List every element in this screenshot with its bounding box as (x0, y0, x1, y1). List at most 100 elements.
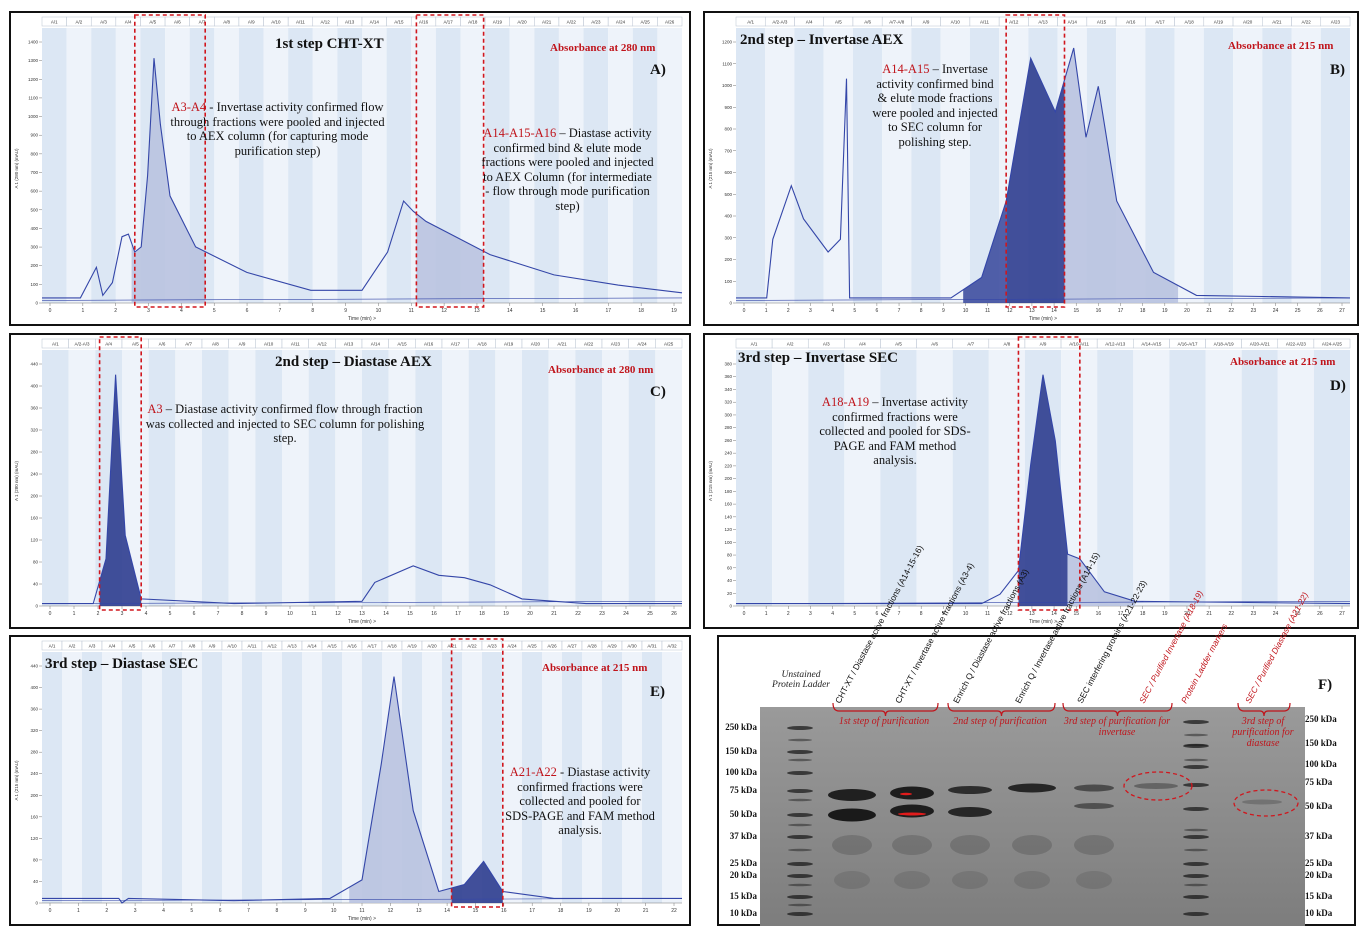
fraction-label: A/13 (344, 342, 354, 347)
fraction-label: A/1 (52, 342, 59, 347)
x-tick-label: 12 (441, 308, 447, 314)
fraction-label: A/8 (1003, 342, 1010, 347)
y-tick-label: 700 (724, 148, 732, 153)
gel-band (834, 871, 870, 889)
fraction-stripe (142, 652, 162, 903)
x-tick-label: 19 (586, 908, 592, 914)
fraction-label: A/20 (531, 342, 541, 347)
fraction-stripe (282, 350, 309, 606)
gel-band (787, 912, 813, 916)
fraction-stripe (462, 652, 482, 903)
x-tick-label: 19 (503, 611, 509, 617)
y-tick-label: 400 (30, 685, 38, 690)
fraction-label: A/27 (567, 644, 577, 649)
fraction-stripe (794, 28, 823, 303)
fraction-label: A/2-A/3 (74, 342, 90, 347)
gel-band (1183, 765, 1209, 769)
x-tick-label: 4 (162, 908, 165, 914)
fraction-stripe (42, 350, 69, 606)
y-tick-label: 300 (30, 245, 38, 250)
x-tick-label: 5 (853, 308, 856, 314)
fraction-stripe (442, 350, 469, 606)
x-tick-label: 8 (276, 908, 279, 914)
fraction-stripe (149, 350, 176, 606)
y-tick-label: 1100 (28, 95, 38, 100)
x-tick-label: 5 (190, 908, 193, 914)
x-tick-label: 23 (599, 611, 605, 617)
x-tick-label: 2 (114, 308, 117, 314)
x-tick-label: 4 (145, 611, 148, 617)
fraction-label: A/3 (100, 20, 107, 25)
x-tick-label: 9 (304, 908, 307, 914)
y-tick-label: 80 (727, 553, 733, 558)
y-tick-label: 320 (30, 728, 38, 733)
x-tick-label: 1 (765, 308, 768, 314)
fraction-label: A/25 (640, 20, 650, 25)
fraction-label: A/4 (125, 20, 132, 25)
fraction-label: A/10 (264, 342, 274, 347)
gel-band (787, 726, 813, 730)
fraction-label: A/14-A/15 (1141, 342, 1162, 347)
x-tick-label: 0 (49, 908, 52, 914)
x-tick-label: 11 (985, 611, 990, 617)
x-tick-label: 24 (1273, 611, 1279, 617)
y-tick-label: 360 (724, 374, 732, 379)
fraction-label: A/8 (223, 20, 230, 25)
x-tick-label: 20 (1184, 308, 1190, 314)
x-tick-label: 15 (407, 611, 413, 617)
x-tick-label: 26 (1317, 308, 1323, 314)
x-tick-label: 21 (643, 908, 649, 914)
panel-letter: C) (650, 384, 666, 401)
fraction-stripe (42, 652, 62, 903)
x-tick-label: 0 (743, 611, 746, 617)
fraction-stripe (1278, 350, 1314, 606)
fraction-label: A/18 (1185, 20, 1195, 25)
marker-right: 150 kDa (1305, 738, 1337, 748)
y-tick-label: 240 (30, 771, 38, 776)
y-tick-label: 400 (30, 384, 38, 389)
x-axis-label: Time (min) > (348, 619, 376, 625)
fraction-label: A/23 (591, 20, 601, 25)
group-label: 2nd step of purification (944, 716, 1056, 727)
fraction-label: A/17 (444, 20, 454, 25)
gel-band (787, 813, 813, 817)
gel-band (788, 849, 812, 852)
y-tick-label: 400 (30, 226, 38, 231)
fraction-label: A/12 (317, 342, 327, 347)
y-tick-label: 500 (724, 192, 732, 197)
y-tick-label: 200 (30, 263, 38, 268)
y-tick-label: 1400 (28, 40, 39, 45)
fraction-label: A/24 (616, 20, 626, 25)
x-tick-label: 3 (147, 308, 150, 314)
x-tick-label: 24 (1273, 308, 1279, 314)
y-tick-label: 280 (30, 450, 38, 455)
ladder-label: Unstained Protein Ladder (772, 670, 830, 690)
y-tick-label: 900 (724, 105, 732, 110)
fraction-stripe (309, 350, 336, 606)
fraction-label: A/20 (517, 20, 527, 25)
fraction-label: A/19 (504, 342, 514, 347)
annotation-fractions: A14-A15 (882, 62, 929, 76)
x-tick-label: 6 (219, 908, 222, 914)
y-tick-label: 140 (724, 514, 732, 519)
fraction-label: A/32 (667, 644, 677, 649)
y-tick-label: 80 (33, 560, 39, 565)
fraction-stripe (1206, 350, 1242, 606)
fraction-label: A/26 (547, 644, 557, 649)
gel-band (1184, 734, 1208, 737)
x-tick-label: 10 (963, 308, 969, 314)
fraction-label: A/15 (327, 644, 337, 649)
fraction-label: A/25 (664, 342, 674, 347)
x-tick-label: 22 (1228, 308, 1234, 314)
fraction-stripe (122, 652, 142, 903)
marker-right: 15 kDa (1305, 891, 1332, 901)
marker-right: 10 kDa (1305, 908, 1332, 918)
chromatogram-panel: A/1A/2-A/3A/4A/5A/6A/7-A/8A/9A/10A/11A/1… (704, 12, 1358, 325)
fraction-stripe (242, 652, 262, 903)
fraction-stripe (844, 350, 880, 606)
x-tick-label: 11 (359, 908, 364, 914)
fraction-label: A/23 (487, 644, 497, 649)
fraction-stripe (62, 652, 82, 903)
y-tick-label: 700 (30, 170, 38, 175)
fraction-label: A/22 (584, 342, 594, 347)
